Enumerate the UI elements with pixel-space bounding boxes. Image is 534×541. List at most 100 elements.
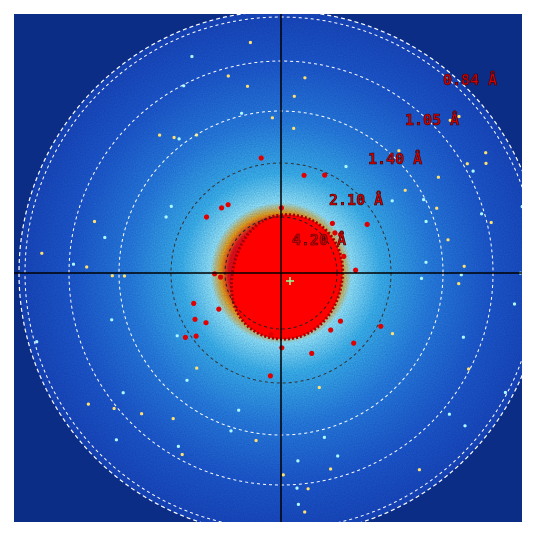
spot [216, 307, 221, 312]
spot [85, 265, 88, 268]
spot [87, 403, 90, 406]
spot [307, 487, 310, 490]
spot [420, 277, 423, 280]
spot [269, 332, 274, 337]
spot [296, 459, 299, 462]
spot [323, 436, 326, 439]
spot [181, 453, 184, 456]
spot [35, 340, 38, 343]
spot [328, 327, 333, 332]
spot [110, 318, 113, 321]
spot [309, 351, 314, 356]
spot [303, 76, 306, 79]
spot [480, 212, 483, 215]
spot [212, 271, 217, 276]
spot [268, 373, 273, 378]
spot [318, 386, 321, 389]
spot [351, 341, 356, 346]
ring-label: 1.40 Å [368, 149, 422, 168]
spot [237, 409, 240, 412]
spot [227, 74, 230, 77]
spot [484, 151, 487, 154]
spot [330, 221, 335, 226]
spot [111, 274, 114, 277]
ring-label: 2.10 Å [329, 190, 383, 209]
ring-label: 0.84 Å [443, 70, 497, 89]
spot [122, 391, 125, 394]
spot [173, 136, 176, 139]
spot [424, 261, 427, 264]
spot [115, 438, 118, 441]
spot [504, 391, 507, 394]
spot [292, 127, 295, 130]
ring-label: 4.20 Å [292, 230, 346, 249]
spot [336, 454, 339, 457]
spot [113, 407, 116, 410]
spot [123, 274, 126, 277]
spot [391, 199, 394, 202]
spot [521, 205, 524, 208]
spot [194, 334, 199, 339]
spot [435, 207, 438, 210]
spot [192, 317, 197, 322]
spot [93, 220, 96, 223]
spot [279, 345, 284, 350]
spot [448, 413, 451, 416]
spot [490, 221, 493, 224]
spot [183, 335, 188, 340]
spot [158, 134, 161, 137]
spot [203, 320, 208, 325]
spot [437, 176, 440, 179]
spot [191, 301, 196, 306]
spot [513, 302, 516, 305]
spot [462, 336, 465, 339]
spot [484, 162, 487, 165]
spot [140, 412, 143, 415]
spot [344, 165, 347, 168]
spot [329, 467, 332, 470]
spot [226, 202, 231, 207]
spot [418, 468, 421, 471]
spot [353, 268, 358, 273]
spot [219, 205, 224, 210]
spot [463, 265, 466, 268]
spot [165, 215, 168, 218]
diffraction-image: 0.84 Å 1.05 Å 1.40 Å 2.10 Å 4.20 Å [0, 0, 534, 537]
spot [195, 367, 198, 370]
spot [178, 137, 181, 140]
detector [14, 11, 534, 535]
spot [467, 367, 470, 370]
spot [302, 173, 307, 178]
spot [282, 473, 285, 476]
ring-label: 1.05 Å [405, 110, 459, 129]
spot [170, 205, 173, 208]
spot [391, 332, 394, 335]
spot [249, 41, 252, 44]
spot [40, 252, 43, 255]
spot [177, 445, 180, 448]
spot [466, 162, 469, 165]
spot [422, 198, 425, 201]
spot [425, 220, 428, 223]
spot [378, 324, 383, 329]
spot [293, 95, 296, 98]
spot [297, 503, 300, 506]
spot [259, 155, 264, 160]
spot [190, 55, 193, 58]
spot [341, 254, 346, 259]
spot [463, 424, 466, 427]
spot [72, 263, 75, 266]
spot [103, 236, 106, 239]
spot [255, 439, 258, 442]
spot [271, 116, 274, 119]
spot [295, 487, 298, 490]
spot [472, 170, 475, 173]
spot [446, 238, 449, 241]
spot [176, 334, 179, 337]
spot [404, 189, 407, 192]
spot [218, 275, 223, 280]
spot [204, 214, 209, 219]
spot [338, 319, 343, 324]
spot [172, 417, 175, 420]
spot [229, 429, 232, 432]
